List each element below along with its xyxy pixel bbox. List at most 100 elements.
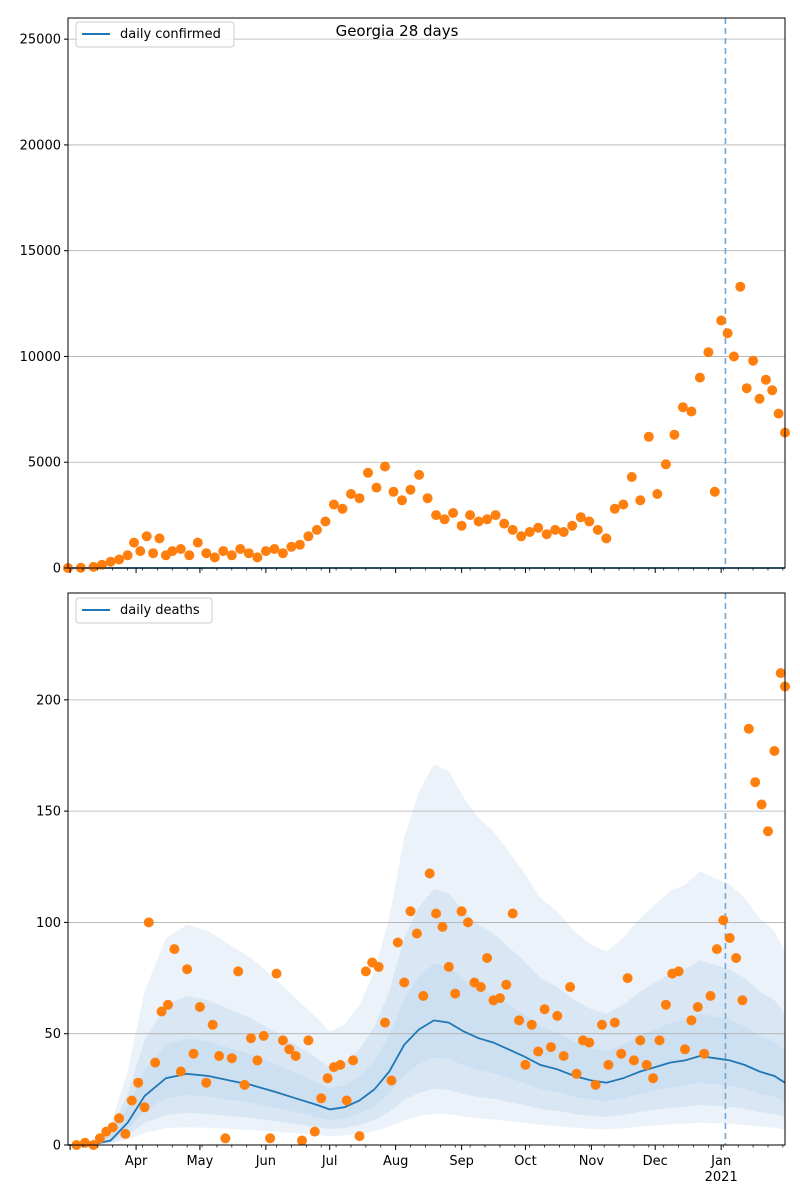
deaths-gridlines [68,699,785,1035]
data-point [603,1059,614,1070]
y-tick-label: 20000 [20,138,61,153]
data-point [107,1122,118,1133]
data-point [188,1048,199,1059]
confirmed-plot-frame [67,17,786,569]
x-tick-label: Apr [125,1154,148,1169]
legend-label-confirmed: daily confirmed [120,27,221,42]
data-point [618,499,629,510]
data-point [141,531,152,542]
data-point [133,1077,144,1088]
deaths-line-layer [68,1019,786,1146]
data-point [309,1126,320,1137]
data-point [609,503,620,514]
data-point [360,966,371,977]
x-tick-label: Jan [710,1154,731,1169]
data-point [373,961,384,972]
data-point [346,489,356,499]
data-point [226,550,237,561]
data-point [507,908,518,919]
data-point [94,1133,105,1144]
data-point [724,933,735,943]
data-point [294,539,305,550]
data-point [405,484,416,495]
data-point [731,953,742,963]
deaths-panel: 0 50 100 150 200 Apr May Jun Jul Aug Sep Oct Nov Dec… [36,592,790,1185]
data-point [399,977,410,988]
data-point [660,999,671,1010]
data-point [558,1051,569,1061]
y-tick-label: 10000 [20,350,61,365]
data-point [533,522,544,533]
data-point [209,552,220,563]
data-point [120,1128,131,1139]
data-point [737,995,748,1006]
data-point [297,1135,307,1146]
data-point [156,1006,167,1017]
data-point [194,1002,205,1012]
data-point [648,1073,659,1084]
y-tick-label: 5000 [28,456,61,471]
y-tick-label: 150 [36,805,61,820]
data-point [271,968,282,979]
data-point [348,1055,359,1066]
data-point [514,1015,525,1026]
confirmed-points [63,281,790,573]
data-point [169,944,180,955]
data-point [303,531,314,542]
deaths-legend: daily deaths [75,597,213,624]
data-point [711,944,722,955]
data-point [311,524,322,535]
data-point [516,531,527,542]
data-point [114,1113,125,1124]
data-point [163,999,173,1010]
data-point [626,472,637,482]
data-point [750,777,761,788]
x-tick-label: May [186,1154,213,1169]
data-point [592,524,603,535]
data-point [756,799,767,810]
data-point [114,554,125,565]
data-point [424,868,435,879]
data-point [652,489,663,499]
data-point [680,1044,690,1055]
data-point [277,548,288,559]
data-point [526,1019,537,1030]
data-point [380,461,390,472]
data-point [465,510,476,521]
x-tick-label: Nov [579,1154,605,1169]
data-point [182,964,193,975]
data-point [439,514,450,525]
data-point [105,556,116,567]
confirmed-y-axis: 0 5000 10000 15000 20000 25000 [20,33,68,577]
data-point [673,966,684,977]
data-point [722,328,733,339]
data-point [567,520,578,531]
data-point [258,1030,269,1041]
x-tick-label: Aug [383,1154,408,1169]
x-tick-label: 2021 [705,1170,738,1185]
data-point [552,1010,563,1021]
legend-label-deaths: daily deaths [120,603,200,618]
confirmed-legend: daily confirmed [75,21,235,48]
confirmed-panel: 0 5000 10000 15000 20000 25000 Georgia 28 day… [20,17,790,577]
legend-box [75,597,213,624]
data-point [284,1044,295,1055]
data-point [175,544,186,554]
data-point [775,668,786,679]
data-point [558,527,569,537]
data-point [175,1066,186,1077]
data-point [686,1015,697,1026]
data-point [239,1079,250,1090]
data-point [220,1133,231,1144]
data-point [590,1079,601,1090]
data-point [437,921,448,932]
data-point [728,351,739,362]
data-point [431,510,442,521]
data-point [718,915,729,926]
data-point [456,906,467,917]
x-tick-label: Jun [255,1154,276,1169]
deaths-y-axis: 0 50 100 150 200 [36,693,68,1154]
data-point [192,537,203,548]
data-point [303,1035,314,1046]
data-point [88,561,99,572]
